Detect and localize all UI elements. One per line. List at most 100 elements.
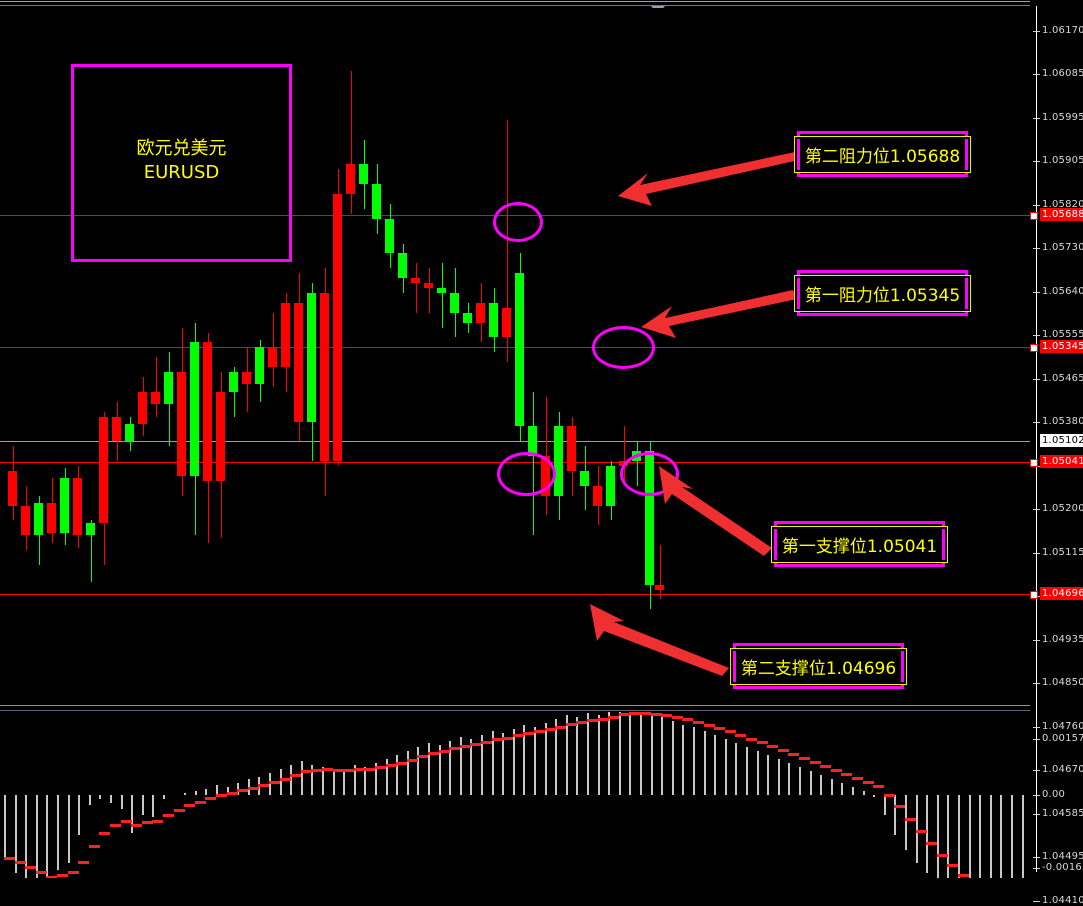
macd-signal-dot (894, 805, 898, 809)
axis-tick-label: 1.06170 (1042, 25, 1083, 36)
price-chart-pane[interactable]: 欧元兑美元 EURUSD (0, 8, 1030, 705)
macd-signal-dot (955, 864, 959, 868)
macd-signal-dot (281, 777, 285, 781)
axis-tick-label: 1.04495 (1042, 851, 1083, 862)
macd-signal-dot (669, 713, 673, 717)
level-line-support-2[interactable] (0, 594, 1030, 595)
macd-signal-dot (52, 875, 56, 878)
level-line-current-price[interactable] (0, 441, 1030, 442)
annotation-box-sup1[interactable]: 第一支撑位1.05041 (770, 521, 949, 567)
macd-signal-dot (359, 767, 363, 771)
axis-tick-label: 1.05115 (1042, 547, 1083, 558)
axis-tick (1033, 118, 1040, 119)
level-handle-icon[interactable] (1030, 212, 1038, 220)
macd-signal-dot (273, 780, 276, 784)
macd-signal-dot (319, 768, 323, 772)
macd-signal-dot (752, 737, 755, 741)
candle-body (86, 522, 95, 536)
macd-signal-dot (809, 760, 813, 764)
axis-level-label[interactable]: 1.05688 (1040, 208, 1083, 221)
macd-bar (894, 795, 897, 835)
macd-signal-dot (497, 738, 501, 742)
macd-signal-dot (495, 738, 499, 742)
current-price-label: 1.05102 (1040, 434, 1083, 447)
macd-signal-dot (37, 871, 41, 875)
macd-signal-dot (866, 780, 870, 784)
axis-tick (1033, 31, 1040, 32)
level-handle-icon[interactable] (1030, 344, 1038, 352)
highlight-ellipse-resistance-2[interactable] (493, 202, 543, 242)
level-handle-icon[interactable] (1030, 591, 1038, 599)
macd-signal-dot (743, 733, 747, 737)
macd-signal-dot (67, 870, 71, 874)
macd-bar (216, 785, 218, 795)
macd-signal-dot (499, 738, 503, 742)
candle-body (489, 302, 498, 338)
annotation-box-sup2[interactable]: 第二支撑位1.04696 (729, 643, 908, 689)
macd-signal-dot (695, 720, 698, 724)
axis-level-label[interactable]: 1.05345 (1040, 340, 1083, 353)
macd-signal-dot (442, 750, 446, 753)
macd-signal-dot (817, 760, 821, 764)
macd-signal-dot (116, 824, 119, 828)
macd-signal-dot (387, 764, 391, 768)
macd-bar (481, 735, 483, 795)
level-handle-icon[interactable] (1030, 459, 1038, 467)
macd-signal-dot (489, 740, 492, 744)
highlight-ellipse-support-1-left[interactable] (497, 452, 556, 496)
price-scale[interactable]: 1.06170 1.06085 1.05995 1.05905 1.05820 1.057… (1030, 0, 1083, 906)
macd-signal-dot (673, 715, 677, 719)
candle-wick (441, 263, 443, 328)
macd-signal-dot (192, 804, 196, 808)
macd-signal-dot (858, 776, 861, 780)
macd-bar (120, 795, 123, 809)
macd-signal-dot (493, 738, 497, 742)
macd-bar (459, 737, 462, 795)
macd-signal-dot (838, 768, 842, 772)
axis-level-label[interactable]: 1.05041 (1040, 455, 1083, 468)
macd-signal-dot (120, 819, 124, 823)
highlight-ellipse-support-1-right[interactable] (620, 452, 679, 496)
macd-axis-tick (1033, 739, 1040, 740)
axis-level-label[interactable]: 1.04696 (1040, 587, 1083, 600)
macd-axis-tick-label: -0.001637 (1042, 862, 1083, 873)
candle-wick (623, 426, 625, 486)
macd-signal-dot (697, 720, 700, 724)
macd-signal-dot (919, 830, 923, 834)
macd-signal-dot (913, 817, 916, 821)
macd-signal-dot (218, 793, 221, 797)
macd-bar (883, 795, 886, 815)
macd-signal-dot (523, 731, 527, 735)
macd-signal-dot (512, 734, 516, 738)
macd-signal-dot (785, 749, 789, 752)
macd-signal-dot (266, 783, 270, 787)
axis-tick (1033, 770, 1040, 771)
macd-signal-dot (781, 749, 785, 752)
macd-signal-dot (383, 766, 386, 770)
candle-body (281, 302, 290, 368)
macd-signal-dot (603, 717, 607, 721)
highlight-ellipse-resistance-1[interactable] (592, 326, 655, 369)
macd-signal-dot (690, 718, 694, 722)
macd-signal-dot (934, 842, 938, 846)
macd-signal-dot (826, 764, 830, 768)
macd-bar (915, 795, 918, 863)
macd-signal-dot (145, 821, 149, 825)
annotation-box-res2[interactable]: 第二阻力位1.05688 (793, 131, 972, 177)
candle-body (255, 347, 264, 385)
macd-signal-dot (891, 793, 895, 797)
macd-bar (300, 761, 303, 795)
annotation-label-res1: 第一阻力位1.05345 (793, 274, 972, 312)
macd-indicator-pane[interactable] (0, 712, 1030, 878)
macd-signal-dot (417, 755, 421, 759)
axis-tick (1033, 74, 1040, 75)
symbol-annotation-box[interactable]: 欧元兑美元 EURUSD (71, 64, 292, 262)
macd-bar (46, 795, 49, 878)
macd-bar (555, 719, 558, 795)
axis-tick (1033, 814, 1040, 815)
macd-signal-dot (730, 730, 734, 734)
macd-bar (650, 715, 653, 795)
annotation-box-res1[interactable]: 第一阻力位1.05345 (793, 270, 972, 316)
macd-signal-dot (160, 819, 164, 823)
macd-signal-dot (928, 842, 932, 846)
